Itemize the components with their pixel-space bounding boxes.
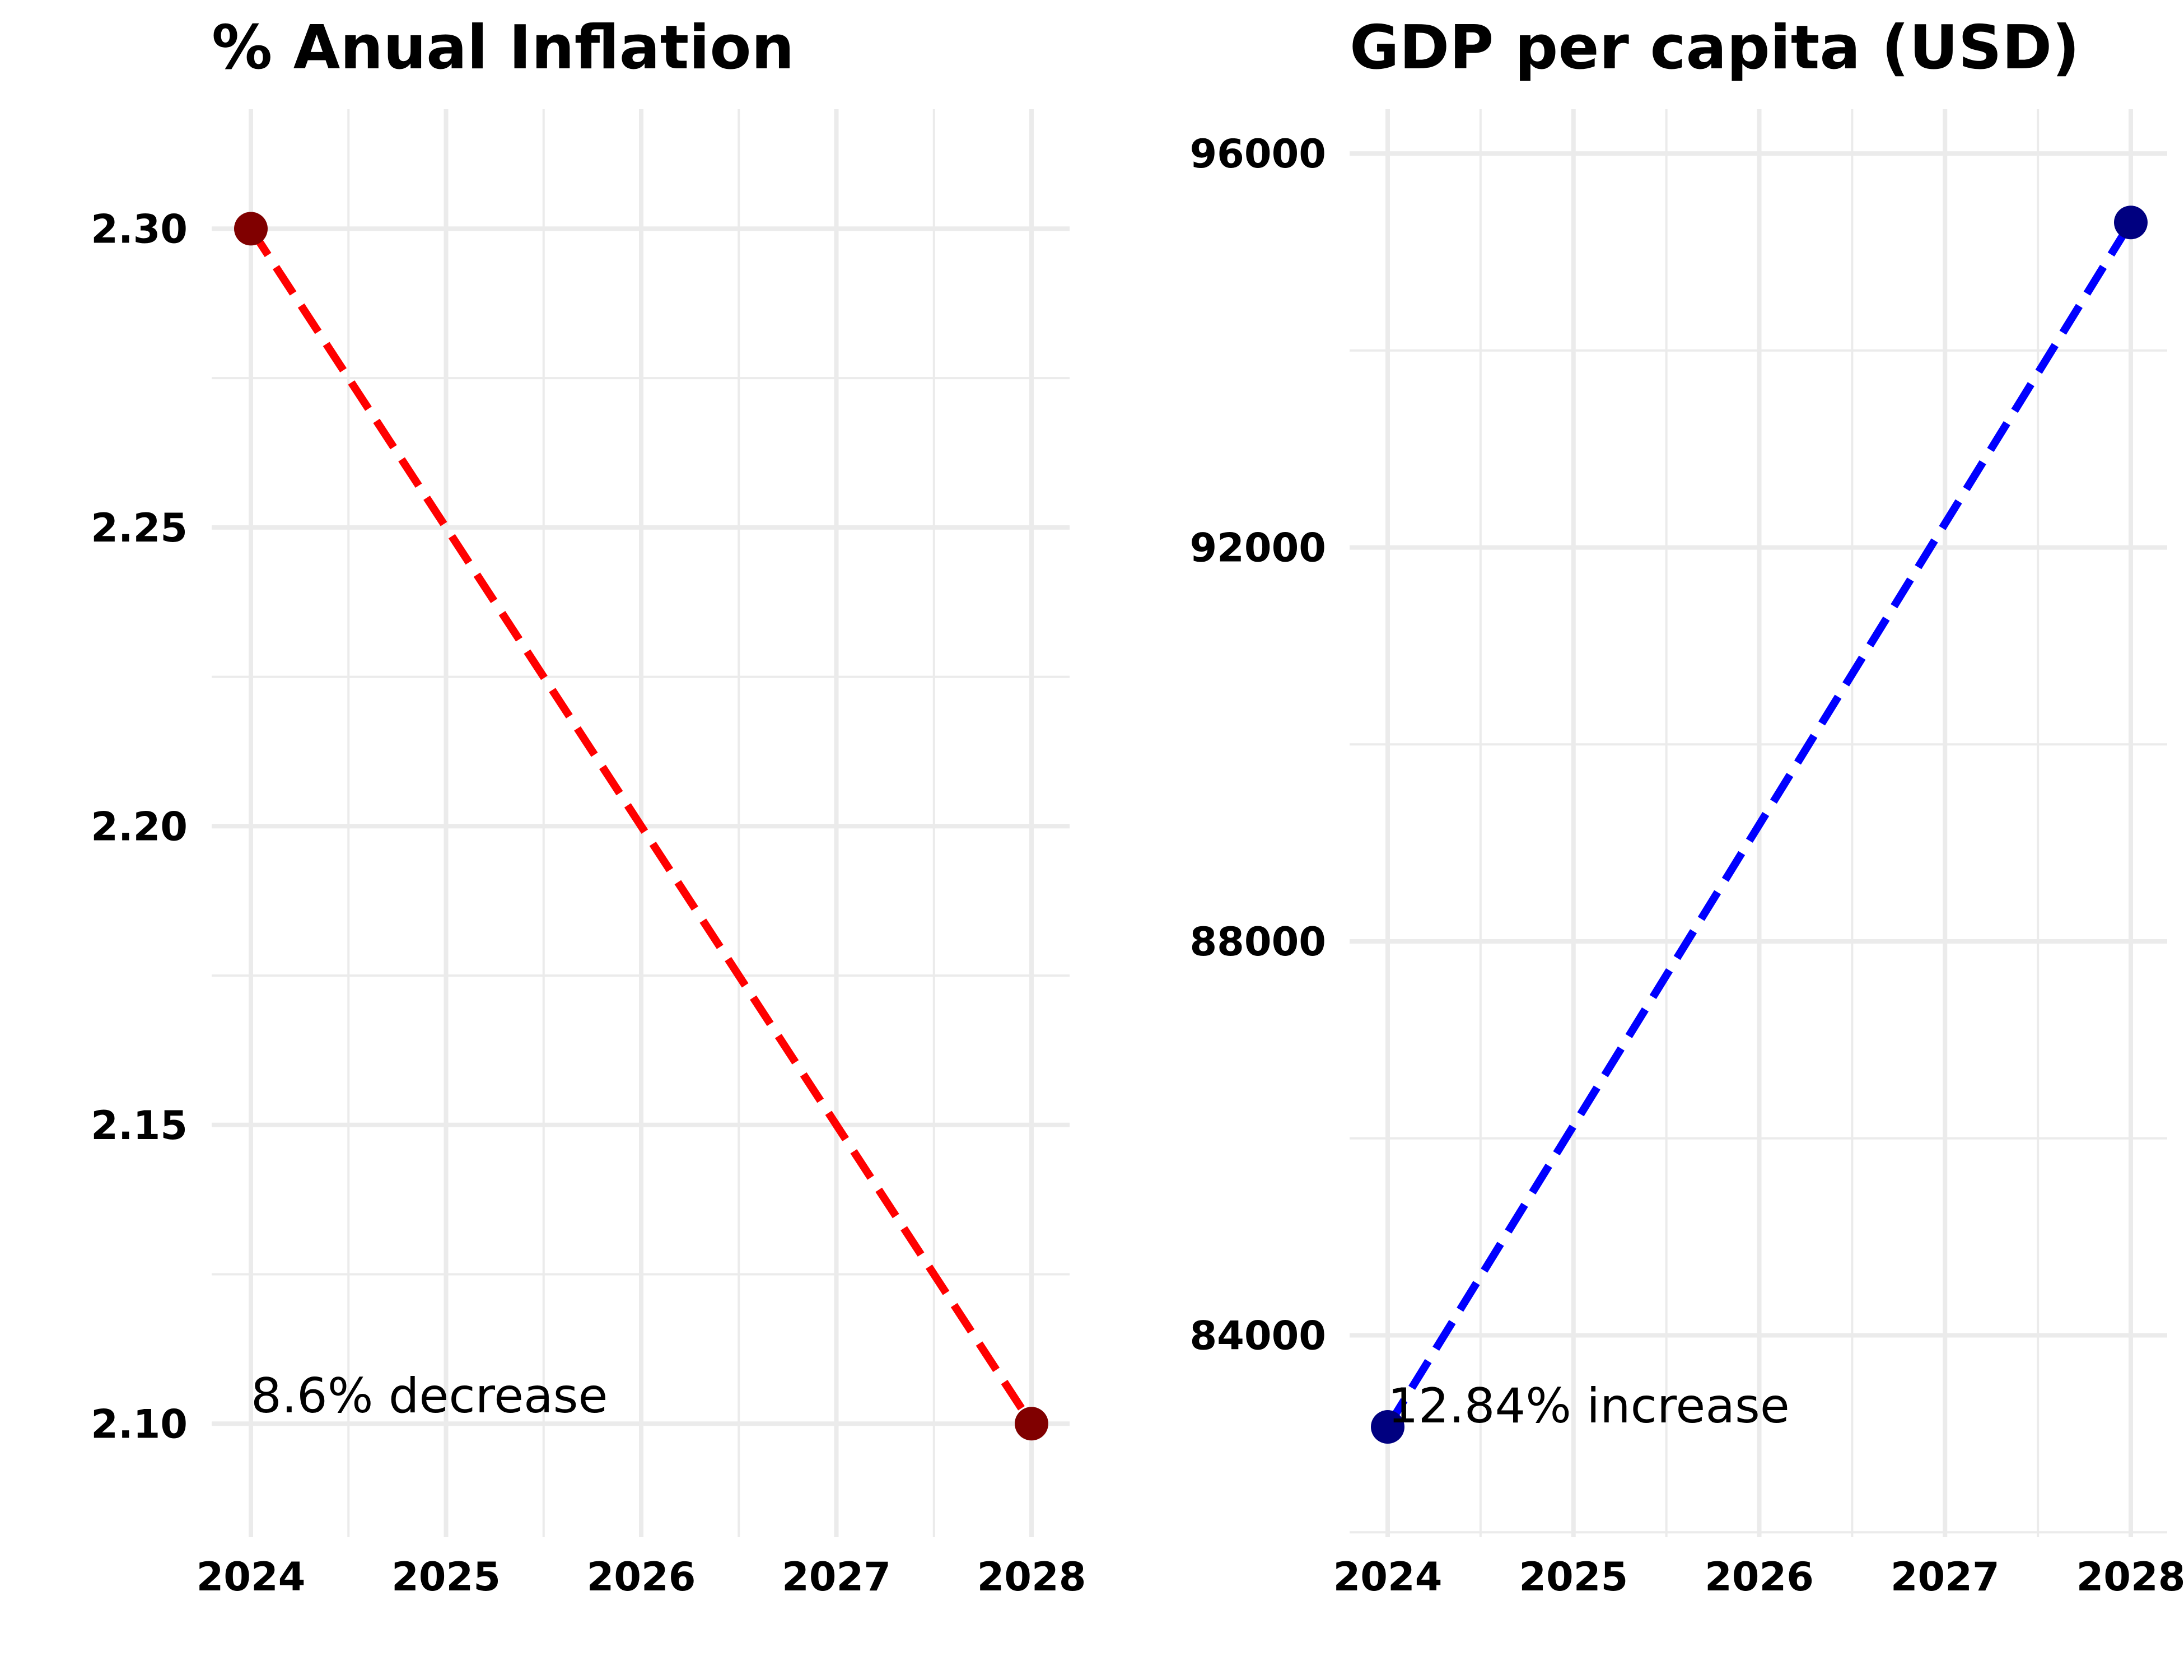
inflation-x-tick-label: 2024 — [197, 1554, 306, 1600]
inflation-x-tick-label: 2025 — [391, 1554, 501, 1600]
gdp-data-point — [1371, 1410, 1404, 1444]
inflation-y-tick-label: 2.15 — [91, 1103, 188, 1149]
gdp-chart-title: GDP per capita (USD) — [1350, 13, 2080, 83]
gdp-y-tick-label: 88000 — [1189, 919, 1326, 965]
inflation-change-annotation: 8.6% decrease — [251, 1368, 608, 1424]
gdp-data-point — [2114, 206, 2148, 240]
inflation-series-line — [248, 226, 1035, 1426]
gdp-series-line — [1384, 220, 2134, 1429]
gdp-chart-panel: GDP per capita (USD) 2024 2025 2026 2027 202… — [1189, 13, 2184, 1600]
inflation-x-tick-label: 2027 — [782, 1554, 891, 1600]
gdp-y-tick-label: 96000 — [1189, 131, 1326, 177]
inflation-y-tick-label: 2.30 — [91, 206, 188, 252]
inflation-chart-panel: % Anual Inflation 2024 2025 2026 2027 2028 2.… — [91, 13, 1086, 1600]
gdp-change-annotation: 12.84% increase — [1388, 1378, 1790, 1434]
gdp-x-tick-label: 2027 — [1891, 1554, 2000, 1600]
gdp-x-tick-label: 2028 — [2076, 1554, 2184, 1600]
inflation-x-tick-label: 2026 — [587, 1554, 696, 1600]
gdp-y-tick-label: 84000 — [1189, 1313, 1326, 1359]
gdp-x-tick-label: 2026 — [1705, 1554, 1814, 1600]
gdp-y-tick-label: 92000 — [1189, 525, 1326, 571]
inflation-data-point — [1015, 1407, 1048, 1441]
gdp-grid — [1350, 109, 2167, 1537]
inflation-y-tick-label: 2.25 — [91, 505, 188, 551]
inflation-y-tick-label: 2.10 — [91, 1401, 188, 1447]
inflation-y-tick-label: 2.20 — [91, 804, 188, 850]
inflation-x-tick-label: 2028 — [977, 1554, 1086, 1600]
inflation-data-point — [234, 212, 268, 246]
gdp-x-tick-label: 2024 — [1333, 1554, 1443, 1600]
inflation-grid — [212, 109, 1070, 1537]
inflation-chart-title: % Anual Inflation — [212, 13, 794, 83]
gdp-x-tick-label: 2025 — [1519, 1554, 1628, 1600]
